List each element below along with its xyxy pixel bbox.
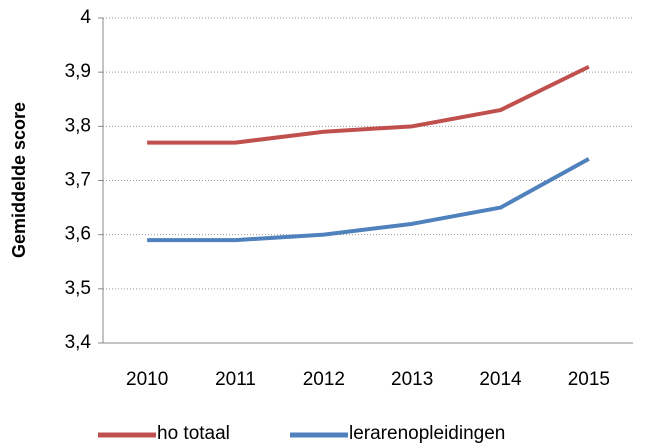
x-tick-label: 2014 (479, 369, 522, 390)
y-tick-label: 3,6 (65, 224, 91, 245)
x-tick-label: 2015 (568, 369, 610, 390)
y-axis-title: Gemiddelde score (9, 102, 29, 258)
y-tick-label: 3,7 (65, 170, 91, 191)
y-tick-label: 3,8 (65, 115, 91, 136)
line-series (147, 64, 590, 145)
x-tick-label: 2013 (391, 369, 433, 390)
x-tick-label: 2012 (303, 369, 345, 390)
line-series (147, 157, 590, 243)
legend-label: lerarenopleidingen (349, 423, 505, 444)
y-tick-label: 3,4 (65, 332, 92, 353)
y-tick-label: 3,5 (65, 278, 91, 299)
x-tick-label: 2011 (215, 369, 256, 390)
legend-label: ho totaal (157, 423, 230, 444)
x-tick-label: 2010 (126, 369, 168, 390)
y-tick-label: 4 (80, 7, 91, 28)
y-tick-label: 3,9 (65, 61, 91, 82)
